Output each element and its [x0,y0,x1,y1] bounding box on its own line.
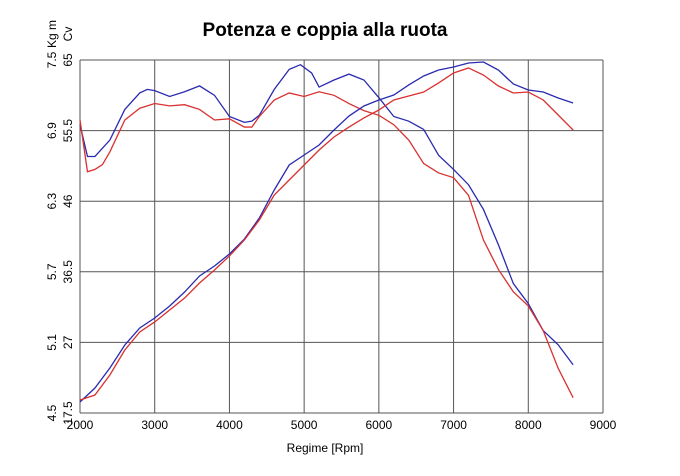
x-tick-label: 6000 [366,418,393,432]
data-line [79,91,574,398]
data-line [79,61,574,403]
y2-tick-label: 36.5 [61,260,75,284]
x-tick-label: 3000 [141,418,168,432]
y2-tick-label: 27 [61,335,75,349]
x-axis-label: Regime [Rpm] [287,441,364,455]
y-tick-label: 6.9 [45,122,59,139]
y2-tick-label: 65 [61,53,75,67]
data-line [79,63,574,366]
y2-tick-label: 55.5 [61,119,75,143]
y2-tick-label: 17.5 [61,401,75,425]
x-tick-label: 9000 [590,418,617,432]
y-tick-label: 5.1 [45,334,59,351]
x-tick-label: 7000 [440,418,467,432]
y-axis-label: Kg m [45,20,59,48]
chart-title: Potenza e coppia alla ruota [203,20,448,41]
x-tick-label: 2000 [67,418,94,432]
y-tick-label: 4.5 [45,404,59,421]
x-tick-label: 4000 [216,418,243,432]
x-tick-label: 5000 [291,418,318,432]
y2-tick-label: 46 [61,194,75,208]
x-tick-label: 8000 [515,418,542,432]
y-tick-label: 5.7 [45,263,59,280]
y2-axis-label: Cv [61,27,75,42]
y-tick-label: 7.5 [45,51,59,68]
y-tick-label: 6.3 [45,193,59,210]
data-line [79,67,574,401]
